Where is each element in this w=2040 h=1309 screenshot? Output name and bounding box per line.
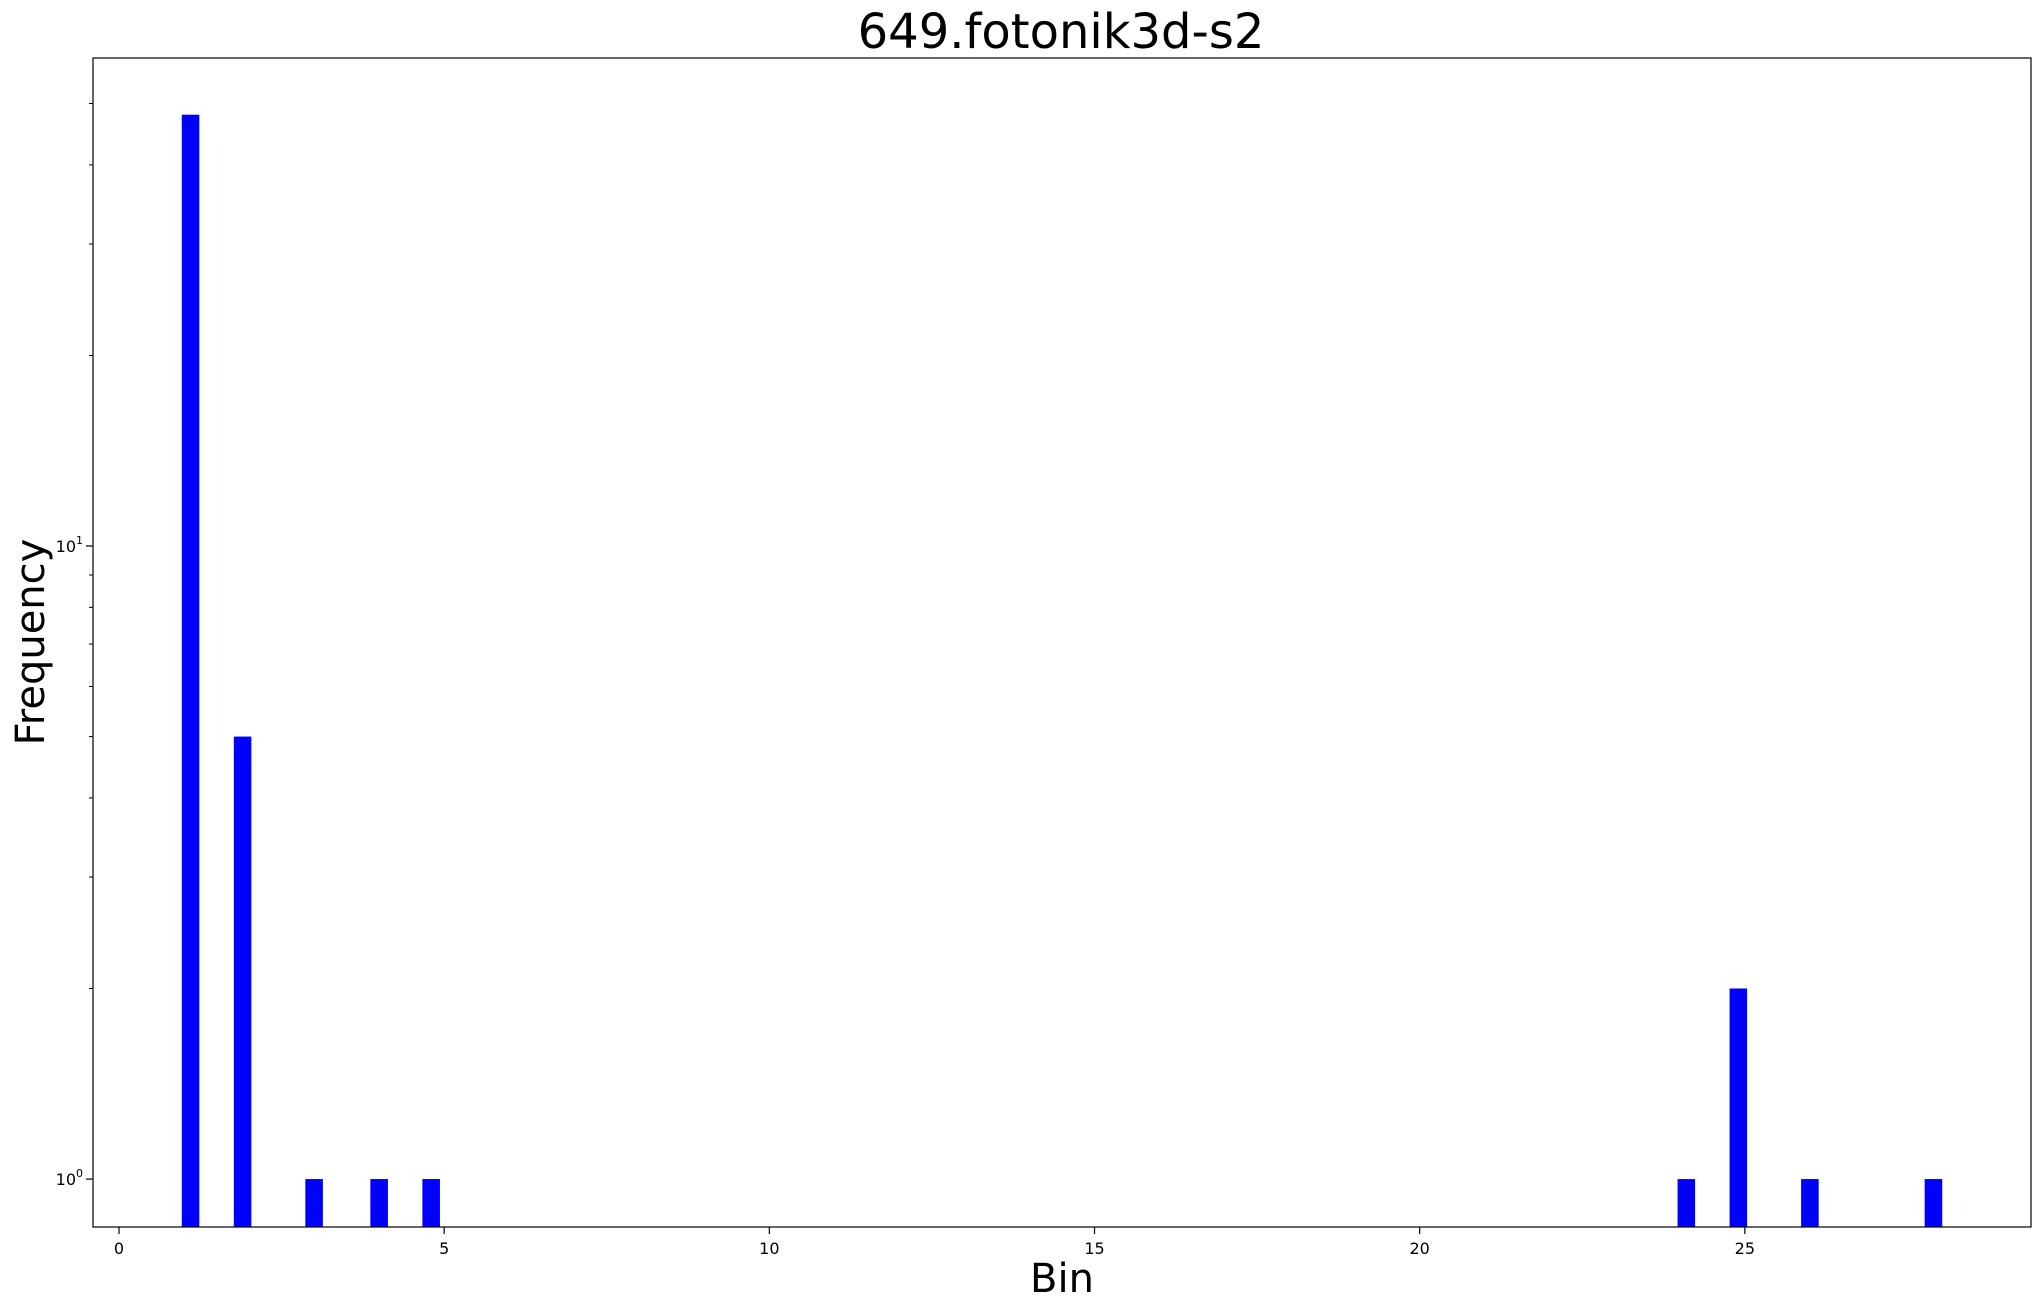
bar bbox=[233, 736, 252, 1227]
plot-frame bbox=[92, 57, 2032, 1228]
bar bbox=[1924, 1179, 1943, 1227]
x-axis-label: Bin bbox=[1030, 1256, 1094, 1302]
x-tick-label: 0 bbox=[114, 1239, 124, 1258]
x-tick-label: 5 bbox=[439, 1239, 449, 1258]
bar bbox=[181, 114, 200, 1228]
bar bbox=[1801, 1179, 1819, 1227]
x-tick-label: 10 bbox=[759, 1239, 779, 1258]
y-axis-label: Frequency bbox=[8, 539, 54, 746]
x-tick-label: 15 bbox=[1084, 1239, 1104, 1258]
bar bbox=[1677, 1179, 1696, 1227]
bar bbox=[370, 1179, 388, 1227]
bars-group bbox=[181, 114, 1943, 1228]
bar bbox=[305, 1179, 323, 1227]
y-tick-label: 100 bbox=[56, 1167, 83, 1189]
bar bbox=[1729, 988, 1748, 1227]
x-tick-label: 25 bbox=[1735, 1239, 1755, 1258]
x-axis-ticks: 0 5 10 15 20 25 bbox=[114, 1227, 1755, 1258]
y-axis-ticks: 100 101 bbox=[56, 103, 93, 1189]
chart-title: 649.fotonik3d-s2 bbox=[858, 4, 1265, 60]
bar bbox=[422, 1179, 440, 1227]
y-tick-label: 101 bbox=[56, 534, 83, 556]
x-tick-label: 20 bbox=[1410, 1239, 1430, 1258]
